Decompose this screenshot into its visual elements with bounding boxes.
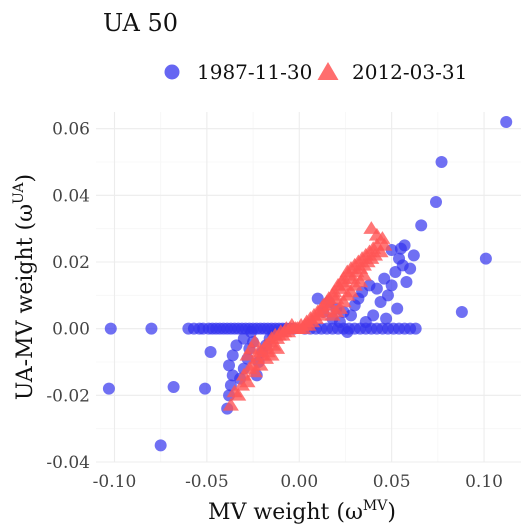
data-point-circle bbox=[104, 322, 117, 335]
data-point-circle bbox=[400, 276, 413, 288]
legend-item-series-2[interactable]: 2012-03-31 bbox=[317, 60, 468, 84]
data-point-triangle bbox=[352, 274, 369, 288]
y-tick-label: -0.02 bbox=[46, 386, 90, 406]
legend-label-series-2: 2012-03-31 bbox=[352, 60, 467, 84]
series-1987-11-30 bbox=[102, 116, 513, 452]
y-tick-label: -0.04 bbox=[46, 453, 90, 473]
legend: 1987-11-30 2012-03-31 bbox=[164, 60, 468, 84]
data-point-circle bbox=[199, 382, 212, 395]
data-point-circle bbox=[204, 346, 217, 358]
data-point-triangle bbox=[239, 347, 256, 361]
y-axis-ticks: -0.04 -0.02 0.00 0.02 0.04 0.06 bbox=[46, 120, 90, 473]
y-axis-title-superscript: UA bbox=[11, 182, 27, 204]
x-tick-label: -0.10 bbox=[93, 472, 137, 492]
data-point-triangle bbox=[355, 267, 372, 281]
y-tick-label: 0.02 bbox=[52, 253, 90, 273]
data-point-triangle bbox=[269, 341, 286, 354]
data-point-triangle bbox=[372, 244, 389, 258]
data-point-circle bbox=[435, 156, 448, 168]
data-point-circle bbox=[102, 382, 115, 395]
data-point-circle bbox=[398, 239, 411, 252]
series-2012-03-31 bbox=[222, 221, 393, 411]
data-point-circle bbox=[385, 279, 398, 292]
data-point-circle bbox=[455, 306, 468, 318]
data-point-triangle bbox=[368, 227, 385, 241]
data-point-triangle bbox=[239, 374, 256, 388]
data-point-triangle bbox=[222, 397, 239, 411]
data-point-circle bbox=[381, 289, 394, 302]
data-point-triangle bbox=[376, 237, 393, 251]
x-tick-label: -0.05 bbox=[185, 472, 229, 492]
data-point-circle bbox=[226, 349, 239, 362]
chart-title: UA 50 bbox=[103, 9, 178, 37]
data-point-circle bbox=[154, 439, 167, 452]
x-axis-title-main: MV weight (ω bbox=[208, 500, 363, 525]
data-point-triangle bbox=[263, 347, 280, 361]
data-point-circle bbox=[223, 359, 236, 372]
x-axis-ticks: -0.10 -0.05 0.00 0.05 0.10 bbox=[93, 472, 503, 492]
y-tick-label: 0.04 bbox=[52, 186, 90, 206]
data-point-circle bbox=[167, 381, 180, 393]
y-axis-title-main: UA-MV weight (ω bbox=[13, 204, 38, 400]
x-tick-label: 0.05 bbox=[373, 472, 411, 492]
legend-label-series-1: 1987-11-30 bbox=[197, 60, 312, 84]
data-point-circle bbox=[391, 302, 404, 315]
y-axis-title-close: ) bbox=[13, 174, 38, 183]
data-point-circle bbox=[409, 322, 422, 335]
data-point-circle bbox=[345, 309, 357, 322]
data-point-circle bbox=[145, 322, 158, 335]
data-point-triangle bbox=[324, 307, 341, 321]
data-point-circle bbox=[245, 326, 258, 338]
y-tick-label: 0.06 bbox=[52, 120, 90, 140]
data-point-circle bbox=[380, 312, 393, 325]
legend-marker-circle-icon bbox=[164, 64, 180, 80]
plot-grid bbox=[96, 112, 521, 463]
legend-marker-triangle-icon bbox=[317, 62, 339, 80]
data-point-triangle bbox=[230, 387, 247, 401]
data-point-circle bbox=[370, 282, 383, 295]
data-point-circle bbox=[367, 309, 380, 322]
x-axis-title-superscript: MV bbox=[363, 498, 388, 514]
data-point-circle bbox=[479, 252, 492, 265]
x-tick-label: 0.00 bbox=[280, 472, 318, 492]
x-axis-title: MV weight (ωMV) bbox=[208, 498, 396, 525]
data-point-circle bbox=[404, 262, 417, 275]
data-point-circle bbox=[430, 196, 442, 208]
y-axis-title: UA-MV weight (ωUA) bbox=[11, 174, 38, 400]
x-axis-title-close: ) bbox=[387, 500, 396, 525]
data-point-circle bbox=[500, 116, 513, 128]
data-point-circle bbox=[407, 249, 420, 262]
legend-item-series-1[interactable]: 1987-11-30 bbox=[164, 60, 313, 84]
data-point-circle bbox=[341, 326, 354, 338]
data-point-circle bbox=[415, 219, 428, 232]
y-tick-label: 0.00 bbox=[52, 320, 90, 340]
data-point-circle bbox=[311, 292, 324, 305]
data-point-triangle bbox=[246, 364, 263, 378]
x-tick-label: 0.10 bbox=[465, 472, 503, 492]
data-point-triangle bbox=[252, 357, 269, 371]
